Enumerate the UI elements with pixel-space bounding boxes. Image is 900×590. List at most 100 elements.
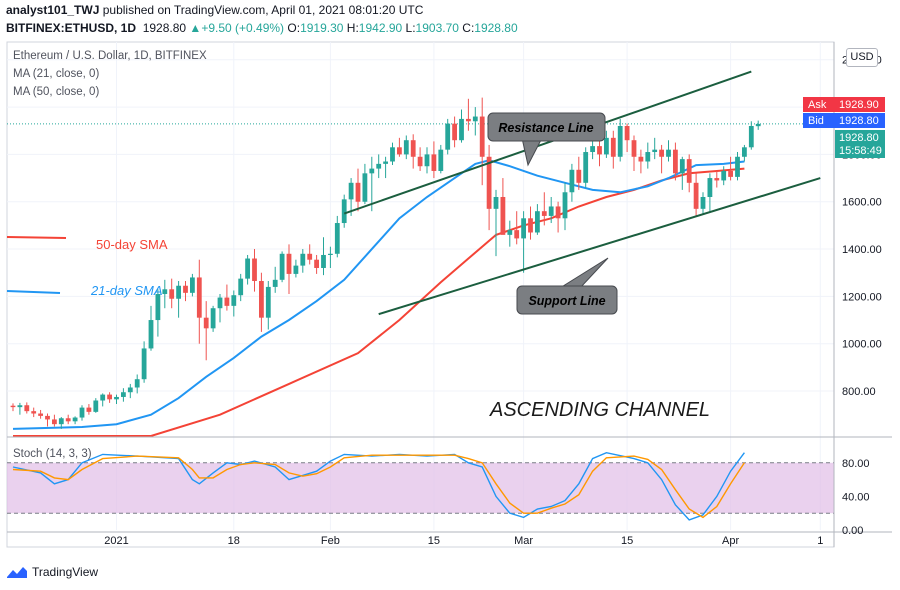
candle — [300, 249, 306, 273]
candle-body — [17, 405, 23, 408]
candle-body — [328, 253, 333, 255]
candle — [286, 244, 292, 295]
candle — [107, 392, 112, 403]
candle-body — [452, 123, 457, 141]
candle-body — [431, 154, 437, 171]
candle-body — [79, 407, 85, 418]
candle — [452, 116, 457, 148]
candle — [624, 123, 630, 153]
candle-body — [155, 294, 161, 321]
candle — [666, 140, 671, 162]
candle — [65, 414, 71, 425]
open-value: 1919.30 — [300, 21, 344, 35]
sma50-label: 50-day SMA — [96, 237, 168, 252]
candle — [79, 405, 85, 421]
candle — [652, 137, 658, 160]
time-tick-label: Apr — [722, 535, 739, 547]
candle-body — [748, 126, 754, 148]
candle-body — [666, 149, 671, 157]
candle-body — [590, 146, 595, 153]
candle-body — [307, 253, 313, 260]
candle-body — [259, 281, 264, 318]
candle-body — [10, 405, 16, 408]
ohlc-line: BITFINEX:ETHUSD, 1D 1928.80 ▲+9.50 (+0.4… — [6, 21, 518, 35]
candle — [610, 130, 616, 169]
time-tick-label: Mar — [514, 535, 533, 547]
candle-body — [210, 308, 216, 329]
tradingview-brand: TradingView — [32, 565, 99, 579]
candle-body — [583, 152, 589, 183]
candle-body — [252, 258, 257, 282]
candle — [742, 144, 747, 162]
candle — [507, 220, 513, 247]
ma21-line — [12, 159, 745, 430]
price-tick-label: 1200.00 — [842, 291, 882, 303]
candle-body — [107, 394, 112, 400]
candle — [86, 404, 92, 415]
publisher-info: published on TradingView.com, April 01, … — [102, 3, 424, 17]
support-callout-pointer — [558, 257, 609, 289]
candle — [397, 137, 402, 157]
stoch-tick-label: 40.00 — [842, 491, 870, 503]
candle-body — [321, 254, 326, 268]
candle-body — [466, 118, 471, 122]
bid-tag-bg — [803, 113, 885, 128]
gridlines — [7, 42, 834, 530]
candle — [190, 273, 195, 297]
bid-tag: Bid 1928.80 — [803, 113, 885, 128]
candle-body — [735, 156, 740, 177]
sma21-legend-line — [6, 290, 61, 294]
chart-title: Ethereum / U.S. Dollar, 1D, BITFINEX — [13, 50, 207, 62]
ma50-legend[interactable]: MA (50, close, 0) — [13, 86, 100, 98]
candle-body — [755, 123, 761, 127]
candle-body — [31, 411, 37, 414]
candle-body — [438, 149, 444, 171]
candle — [210, 305, 216, 332]
resistance-callout-box — [487, 112, 606, 142]
candle-body — [541, 211, 547, 216]
candle — [700, 192, 706, 214]
candle-body — [134, 379, 140, 388]
candle-body — [610, 137, 616, 157]
candle-body — [514, 230, 520, 239]
candle — [100, 393, 106, 407]
ma21-legend[interactable]: MA (21, close, 0) — [13, 68, 100, 80]
candle — [728, 156, 733, 181]
resistance-callout[interactable]: Resistance Line — [487, 112, 606, 167]
candle — [252, 249, 257, 292]
candle-body — [279, 253, 285, 280]
support-callout[interactable]: Support Line — [516, 257, 618, 315]
stoch-legend[interactable]: Stoch (14, 3, 3) — [13, 448, 92, 460]
bid-label: Bid — [808, 115, 824, 127]
candle — [31, 407, 37, 418]
time-tick-label: 2021 — [104, 535, 128, 547]
candle-body — [597, 146, 602, 155]
candle — [521, 211, 526, 273]
candle — [176, 281, 181, 318]
candle-body — [362, 173, 368, 202]
candle-body — [24, 405, 30, 412]
currency-button[interactable]: USD — [846, 48, 878, 67]
candle — [493, 189, 499, 257]
candle — [403, 135, 409, 160]
candle — [141, 341, 147, 383]
time-tick-label: Feb — [321, 535, 340, 547]
candle-body — [403, 140, 409, 155]
candle-body — [638, 156, 644, 162]
candle-body — [459, 118, 464, 141]
stoch-tick-label: 80.00 — [842, 458, 870, 470]
candle-body — [390, 147, 395, 162]
candle-body — [397, 147, 402, 155]
candle — [410, 134, 416, 169]
candle-body — [121, 392, 126, 397]
candle-body — [169, 289, 175, 299]
candle-body — [176, 285, 181, 299]
tradingview-icon — [7, 567, 27, 578]
sma50-legend-line — [6, 236, 67, 239]
candle — [259, 272, 264, 332]
candle-body — [410, 140, 416, 157]
candle-body — [369, 168, 375, 174]
candle — [376, 154, 382, 179]
candle — [203, 301, 209, 361]
